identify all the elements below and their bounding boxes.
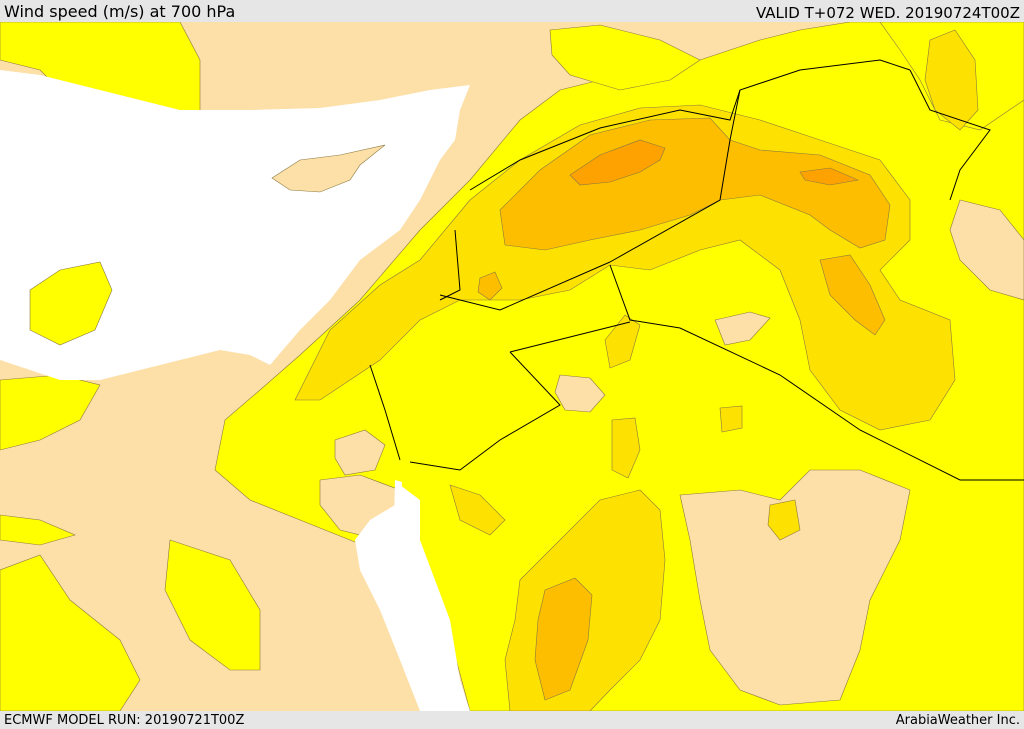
mediterranean-sea xyxy=(0,70,470,380)
map-canvas xyxy=(0,22,1024,711)
wind-field-mid-blob4 xyxy=(719,405,743,433)
wind-field-low-sw xyxy=(0,554,141,711)
gulf-of-aqaba xyxy=(394,480,402,520)
border-iran xyxy=(909,69,991,201)
wind-field-high-south xyxy=(534,577,593,701)
calm-patch-negev xyxy=(334,429,386,476)
calm-patch-saudi xyxy=(679,469,911,706)
wind-field-high-north xyxy=(499,117,891,251)
wind-field-mid-blob3 xyxy=(449,484,506,536)
border-syria-jordan xyxy=(439,261,611,311)
credit-label: ArabiaWeather Inc. xyxy=(895,713,1020,728)
wind-field-mid-east-blob xyxy=(604,314,641,369)
border-jordan-saudi xyxy=(409,351,561,471)
cyprus-island xyxy=(271,144,386,193)
red-sea xyxy=(355,485,470,711)
wind-field-low-sea-blob xyxy=(29,261,113,346)
border-egypt-israel xyxy=(369,364,401,461)
wind-field-low-sw2 xyxy=(164,539,261,671)
calm-patch-jordan xyxy=(554,374,606,413)
model-run-label: ECMWF MODEL RUN: 20190721T00Z xyxy=(4,713,245,728)
valid-time-label: VALID T+072 WED. 20190724T00Z xyxy=(755,4,1020,22)
calm-patch-iraq xyxy=(714,311,771,346)
wind-field-mid-blob6 xyxy=(767,499,801,541)
wind-field-low-egypt2 xyxy=(0,514,76,546)
border-iraq-iran xyxy=(609,89,741,263)
header-bar: Wind speed (m/s) at 700 hPa VALID T+072 … xyxy=(0,0,1024,22)
country-borders xyxy=(369,59,1024,481)
wind-field-low-north xyxy=(549,24,701,91)
border-lebanon xyxy=(439,229,461,301)
wind-field-peak-north xyxy=(569,139,666,186)
map-title: Wind speed (m/s) at 700 hPa xyxy=(4,2,236,21)
wind-field-peak-east xyxy=(799,167,860,186)
border-jordan-iraq xyxy=(509,321,631,353)
border-turkey xyxy=(469,59,911,191)
calm-patch-east xyxy=(949,199,1024,301)
wind-field-high-east xyxy=(819,254,886,336)
footer-bar: ECMWF MODEL RUN: 20190721T00Z ArabiaWeat… xyxy=(0,711,1024,729)
wind-field-mid-blob5 xyxy=(924,29,979,131)
wind-field-mid-blob2 xyxy=(611,417,641,479)
wind-speed-map[interactable] xyxy=(0,22,1024,711)
wind-field-high-blob xyxy=(477,271,503,301)
border-syria-iraq xyxy=(609,264,1024,481)
